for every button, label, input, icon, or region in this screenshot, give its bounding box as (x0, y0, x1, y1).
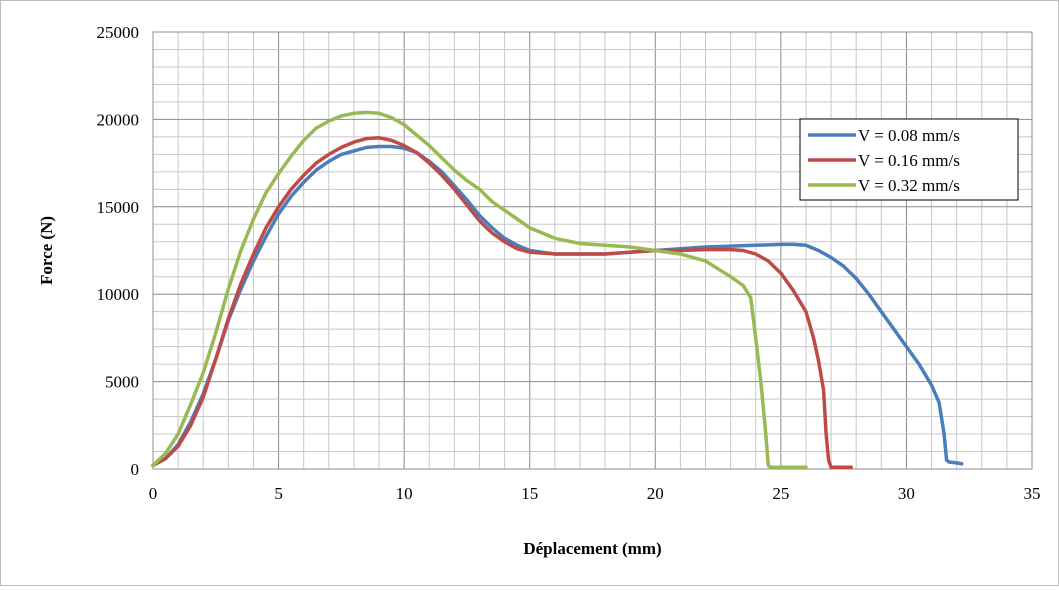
x-tick-label: 30 (898, 484, 915, 503)
legend-label: V = 0.32 mm/s (858, 176, 960, 195)
y-tick-label: 0 (131, 460, 140, 479)
y-tick-label: 15000 (97, 198, 140, 217)
x-axis-title: Déplacement (mm) (523, 539, 661, 558)
y-tick-label: 25000 (97, 23, 140, 42)
x-tick-label: 20 (647, 484, 664, 503)
x-tick-label: 25 (772, 484, 789, 503)
series-line-3 (151, 110, 808, 470)
y-tick-label: 5000 (105, 373, 139, 392)
x-tick-label: 10 (396, 484, 413, 503)
y-tick-label: 20000 (97, 110, 140, 129)
grid (152, 31, 1033, 470)
x-tick-label: 35 (1024, 484, 1041, 503)
x-tick-label: 5 (274, 484, 283, 503)
y-tick-label: 10000 (97, 285, 140, 304)
legend-label: V = 0.16 mm/s (858, 151, 960, 170)
series-line-1 (151, 144, 964, 468)
series-lines (151, 110, 964, 470)
x-tick-label: 15 (521, 484, 538, 503)
series-line-2 (151, 136, 853, 470)
tick-labels: 0 5 10 15 20 25 30 35 0 5000 10000 15000 20000 25000 (97, 23, 1041, 503)
x-tick-label: 0 (149, 484, 158, 503)
plot-border (152, 31, 1033, 470)
legend: V = 0.08 mm/s V = 0.16 mm/s V = 0.32 mm/s (799, 118, 1019, 201)
y-axis-title: Force (N) (37, 216, 56, 285)
legend-label: V = 0.08 mm/s (858, 126, 960, 145)
